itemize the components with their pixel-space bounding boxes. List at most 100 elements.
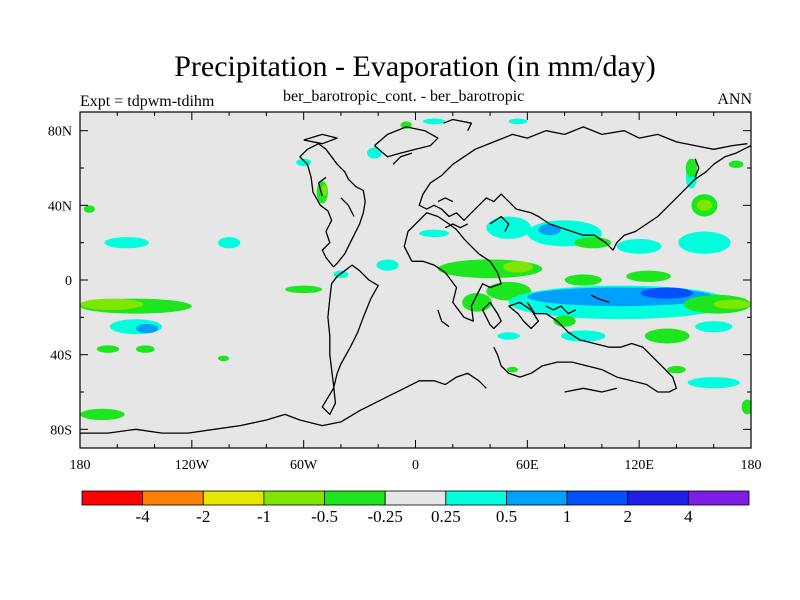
colorbar-box-4 bbox=[324, 490, 386, 506]
colorbar-label-1: -2 bbox=[196, 507, 210, 526]
x-tick-label-6: 180 bbox=[741, 458, 762, 473]
contour-region-8 bbox=[83, 205, 95, 213]
contour-region-47 bbox=[497, 332, 520, 340]
colorbar-label-0: -4 bbox=[136, 507, 151, 526]
coastline-21 bbox=[80, 413, 286, 434]
contour-regions bbox=[80, 118, 751, 420]
coastline-8 bbox=[481, 301, 502, 330]
colorbar-box-9 bbox=[627, 490, 689, 506]
colorbar-box-10 bbox=[687, 490, 750, 506]
contour-region-42 bbox=[713, 299, 751, 309]
colorbar-label-8: 2 bbox=[623, 507, 632, 526]
y-tick-label-3: 40S bbox=[50, 349, 72, 364]
contour-region-52 bbox=[422, 118, 446, 125]
y-tick-label-0: 80N bbox=[48, 125, 72, 140]
colorbar-label-6: 0.5 bbox=[496, 507, 517, 526]
x-tick-label-3: 0 bbox=[412, 458, 419, 473]
coastline-16 bbox=[564, 387, 617, 393]
y-tick-label-1: 40N bbox=[48, 199, 72, 214]
contour-region-12 bbox=[333, 270, 349, 279]
coastline-3 bbox=[303, 133, 338, 145]
colorbar-box-1 bbox=[142, 490, 204, 506]
contour-region-9 bbox=[80, 408, 125, 420]
contour-region-25 bbox=[486, 216, 532, 239]
coastline-18 bbox=[590, 294, 610, 304]
chart-subtitle: ber_barotropic_cont. - ber_barotropic bbox=[283, 88, 525, 105]
coastline-15 bbox=[493, 302, 678, 393]
contour-region-48 bbox=[687, 377, 740, 389]
x-tick-label-4: 60E bbox=[516, 458, 539, 473]
experiment-label: Expt = tdpwm-tdihm bbox=[80, 93, 215, 110]
coastline-20 bbox=[284, 372, 487, 427]
contour-region-51 bbox=[506, 366, 519, 373]
coastline-4 bbox=[374, 126, 439, 158]
contour-region-16 bbox=[367, 147, 382, 159]
coastline-19 bbox=[694, 158, 700, 178]
colorbar-label-7: 1 bbox=[563, 507, 572, 526]
coastline-2 bbox=[317, 176, 327, 197]
colorbar-box-8 bbox=[566, 490, 629, 506]
contour-region-5 bbox=[217, 237, 241, 249]
y-tick-label-2: 0 bbox=[65, 274, 72, 289]
axes: 180 120W 60W 0 60E 120E 180 80N 40N 0 40S 80S bbox=[48, 112, 762, 473]
contour-region-43 bbox=[695, 321, 733, 333]
contour-region-10 bbox=[217, 355, 230, 362]
chart-title: Precipitation - Evaporation (in mm/day) bbox=[174, 50, 656, 83]
coastline-23 bbox=[340, 197, 355, 217]
x-tick-label-2: 60W bbox=[290, 458, 318, 473]
contour-region-6 bbox=[96, 345, 120, 353]
contour-region-45 bbox=[560, 330, 606, 342]
contour-region-4 bbox=[104, 237, 149, 249]
contour-region-21 bbox=[503, 261, 533, 273]
coastline-1 bbox=[299, 143, 366, 268]
contour-region-31 bbox=[678, 231, 731, 254]
contour-region-44 bbox=[553, 315, 576, 327]
contour-region-1 bbox=[80, 298, 144, 310]
contour-region-50 bbox=[667, 365, 686, 374]
coastlines bbox=[80, 118, 751, 434]
contour-region-30 bbox=[616, 238, 662, 254]
contour-region-14 bbox=[321, 184, 327, 196]
contour-region-37 bbox=[728, 160, 744, 168]
colorbar-label-5: 0.25 bbox=[431, 507, 461, 526]
contour-region-40 bbox=[641, 287, 694, 299]
coastline-0 bbox=[321, 264, 379, 416]
colorbar: -4 -2 -1 -0.5 -0.25 0.25 0.5 1 2 4 bbox=[81, 490, 750, 526]
contour-region-11 bbox=[285, 285, 323, 294]
contour-region-24 bbox=[419, 229, 450, 238]
contour-region-34 bbox=[696, 199, 712, 211]
contour-region-29 bbox=[564, 274, 602, 286]
coastline-22 bbox=[392, 152, 413, 165]
coastline-10 bbox=[418, 145, 751, 251]
colorbar-box-2 bbox=[202, 490, 265, 506]
colorbar-box-6 bbox=[445, 490, 507, 506]
coastline-14 bbox=[437, 197, 454, 203]
colorbar-label-4: -0.25 bbox=[367, 507, 402, 526]
colorbar-label-2: -1 bbox=[257, 507, 271, 526]
y-tick-label-4: 80S bbox=[50, 423, 72, 438]
x-tick-label-5: 120E bbox=[624, 458, 654, 473]
season-label: ANN bbox=[717, 91, 752, 108]
colorbar-label-9: 4 bbox=[684, 507, 693, 526]
contour-region-18 bbox=[508, 118, 528, 125]
colorbar-box-7 bbox=[506, 490, 568, 506]
contour-region-49 bbox=[741, 399, 751, 415]
contour-region-23 bbox=[462, 293, 492, 312]
colorbar-box-5 bbox=[384, 490, 447, 506]
colorbar-label-3: -0.5 bbox=[311, 507, 338, 526]
contour-region-19 bbox=[376, 259, 399, 271]
coastline-17 bbox=[545, 305, 577, 315]
x-tick-label-0: 180 bbox=[70, 458, 91, 473]
coastline-9 bbox=[508, 301, 540, 330]
coastline-7 bbox=[437, 309, 450, 328]
x-tick-label-1: 120W bbox=[175, 458, 210, 473]
contour-region-32 bbox=[626, 270, 671, 282]
coastline-5 bbox=[443, 118, 473, 131]
contour-region-7 bbox=[135, 345, 155, 353]
contour-region-3 bbox=[135, 323, 159, 334]
contour-region-27 bbox=[538, 224, 561, 236]
contour-region-46 bbox=[644, 328, 690, 344]
coastline-11 bbox=[452, 126, 748, 165]
colorbar-box-0 bbox=[81, 490, 144, 506]
